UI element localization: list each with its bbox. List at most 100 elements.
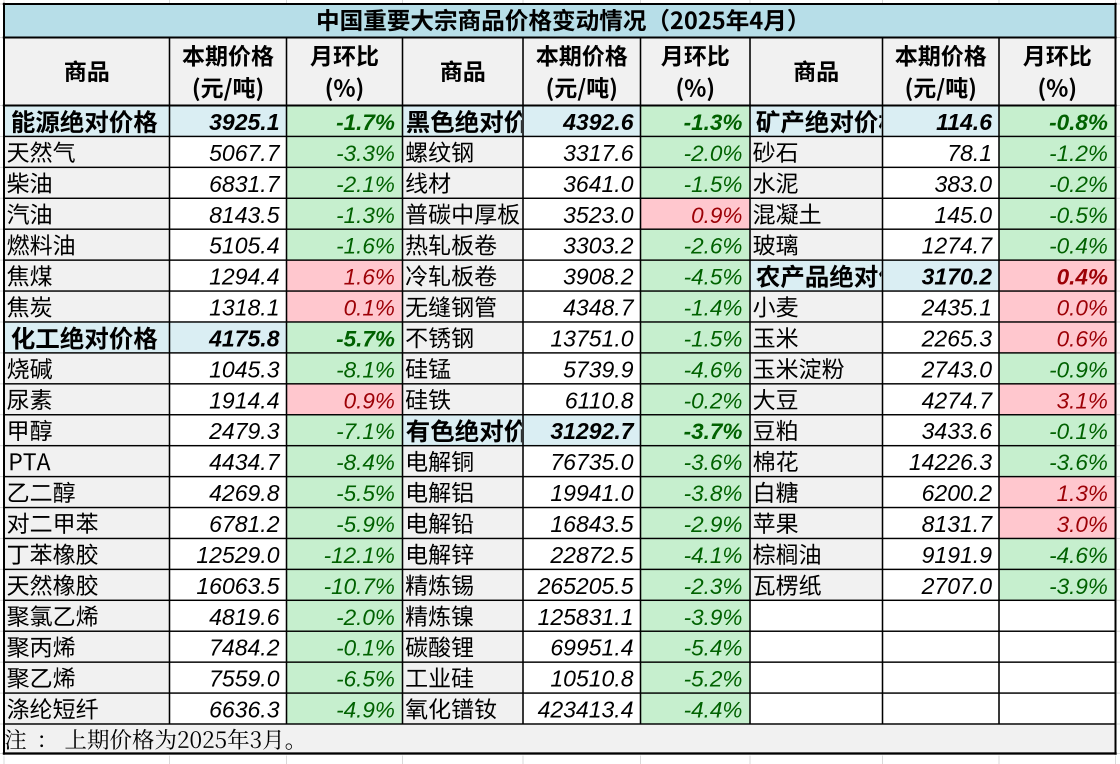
svg-text:13751.0: 13751.0 xyxy=(550,326,633,352)
svg-text:-4.9%: -4.9% xyxy=(336,698,395,723)
svg-text:-3.6%: -3.6% xyxy=(684,450,743,475)
svg-text:2743.0: 2743.0 xyxy=(921,356,993,382)
svg-text:-8.4%: -8.4% xyxy=(336,450,395,475)
svg-text:-0.5%: -0.5% xyxy=(1049,203,1108,228)
svg-text:-2.6%: -2.6% xyxy=(684,234,743,259)
svg-text:423413.4: 423413.4 xyxy=(538,697,634,723)
svg-text:-4.6%: -4.6% xyxy=(684,357,743,382)
svg-text:-2.0%: -2.0% xyxy=(336,605,395,630)
svg-text:5105.4: 5105.4 xyxy=(209,233,279,259)
svg-text:5739.9: 5739.9 xyxy=(563,356,634,382)
svg-text:0.6%: 0.6% xyxy=(1057,327,1108,352)
svg-text:-4.6%: -4.6% xyxy=(1049,543,1108,568)
svg-text:1294.4: 1294.4 xyxy=(209,264,279,290)
svg-text:19941.0: 19941.0 xyxy=(550,480,633,506)
svg-text:12529.0: 12529.0 xyxy=(196,542,279,568)
svg-text:8143.5: 8143.5 xyxy=(209,202,280,228)
svg-text:7559.0: 7559.0 xyxy=(209,666,280,692)
svg-text:-3.9%: -3.9% xyxy=(684,605,743,630)
svg-text:-3.6%: -3.6% xyxy=(1049,450,1108,475)
svg-text:-0.1%: -0.1% xyxy=(1049,419,1108,444)
svg-text:4819.6: 4819.6 xyxy=(209,604,280,630)
svg-text:-2.1%: -2.1% xyxy=(336,172,395,197)
svg-text:16843.5: 16843.5 xyxy=(550,511,633,537)
svg-text:3303.2: 3303.2 xyxy=(563,233,634,259)
svg-text:6200.2: 6200.2 xyxy=(922,480,993,506)
svg-text:-3.3%: -3.3% xyxy=(336,141,395,166)
svg-text:-3.8%: -3.8% xyxy=(684,481,743,506)
svg-text:383.0: 383.0 xyxy=(934,171,992,197)
svg-text:7484.2: 7484.2 xyxy=(209,635,280,661)
svg-text:-5.7%: -5.7% xyxy=(336,327,395,352)
svg-text:-4.1%: -4.1% xyxy=(684,543,743,568)
svg-text:4274.7: 4274.7 xyxy=(922,387,994,413)
svg-text:-12.1%: -12.1% xyxy=(324,543,395,568)
svg-text:-5.5%: -5.5% xyxy=(336,481,395,506)
svg-text:-2.3%: -2.3% xyxy=(684,574,743,599)
svg-text:-0.1%: -0.1% xyxy=(336,636,395,661)
svg-text:-8.1%: -8.1% xyxy=(336,357,395,382)
svg-text:265205.5: 265205.5 xyxy=(537,573,634,599)
svg-text:4269.8: 4269.8 xyxy=(209,480,280,506)
svg-text:3925.1: 3925.1 xyxy=(209,109,279,135)
svg-text:-0.9%: -0.9% xyxy=(1049,357,1108,382)
svg-text:-6.5%: -6.5% xyxy=(336,667,395,692)
svg-text:125831.1: 125831.1 xyxy=(538,604,634,630)
svg-text:-1.2%: -1.2% xyxy=(1049,141,1108,166)
svg-text:3523.0: 3523.0 xyxy=(563,202,634,228)
svg-text:3433.6: 3433.6 xyxy=(922,418,993,444)
svg-text:1045.3: 1045.3 xyxy=(209,356,280,382)
svg-text:0.4%: 0.4% xyxy=(1057,265,1108,290)
svg-text:4175.8: 4175.8 xyxy=(208,326,280,352)
svg-text:-1.6%: -1.6% xyxy=(336,234,395,259)
svg-text:114.6: 114.6 xyxy=(936,109,992,135)
svg-text:1318.1: 1318.1 xyxy=(209,295,279,321)
svg-text:4348.7: 4348.7 xyxy=(563,295,635,321)
svg-text:1.3%: 1.3% xyxy=(1057,481,1108,506)
svg-text:-4.5%: -4.5% xyxy=(684,265,743,290)
svg-text:31292.7: 31292.7 xyxy=(550,418,634,444)
svg-text:3317.6: 3317.6 xyxy=(563,140,634,166)
svg-text:-5.4%: -5.4% xyxy=(684,636,743,661)
svg-text:-10.7%: -10.7% xyxy=(324,574,395,599)
svg-text:-1.3%: -1.3% xyxy=(336,203,395,228)
svg-text:22872.5: 22872.5 xyxy=(549,542,633,568)
svg-text:145.0: 145.0 xyxy=(934,202,992,228)
svg-text:14226.3: 14226.3 xyxy=(909,449,992,475)
svg-text:6110.8: 6110.8 xyxy=(565,387,634,413)
svg-text:-1.4%: -1.4% xyxy=(684,296,743,321)
svg-text:4434.7: 4434.7 xyxy=(209,449,281,475)
svg-text:-0.4%: -0.4% xyxy=(1049,234,1108,259)
svg-text:76735.0: 76735.0 xyxy=(550,449,633,475)
svg-text:1274.7: 1274.7 xyxy=(922,233,994,259)
svg-text:3170.2: 3170.2 xyxy=(922,264,993,290)
svg-text:-1.5%: -1.5% xyxy=(684,327,743,352)
svg-text:-5.2%: -5.2% xyxy=(684,667,743,692)
svg-text:2435.1: 2435.1 xyxy=(921,295,992,321)
svg-text:-0.8%: -0.8% xyxy=(1049,110,1108,135)
svg-text:-5.9%: -5.9% xyxy=(336,512,395,537)
svg-text:-3.7%: -3.7% xyxy=(684,419,743,444)
svg-text:-7.1%: -7.1% xyxy=(336,419,395,444)
svg-text:78.1: 78.1 xyxy=(947,140,992,166)
svg-text:-2.0%: -2.0% xyxy=(684,141,743,166)
svg-text:6831.7: 6831.7 xyxy=(209,171,281,197)
svg-text:0.9%: 0.9% xyxy=(344,388,395,413)
svg-text:-4.4%: -4.4% xyxy=(684,698,743,723)
svg-text:-1.3%: -1.3% xyxy=(684,110,743,135)
svg-text:-0.2%: -0.2% xyxy=(1049,172,1108,197)
svg-text:2265.3: 2265.3 xyxy=(921,326,993,352)
svg-text:6781.2: 6781.2 xyxy=(209,511,280,537)
svg-text:-1.7%: -1.7% xyxy=(336,110,395,135)
svg-text:3.1%: 3.1% xyxy=(1057,388,1108,413)
svg-text:0.9%: 0.9% xyxy=(691,203,742,228)
svg-text:3.0%: 3.0% xyxy=(1057,512,1108,537)
svg-text:0.1%: 0.1% xyxy=(344,296,395,321)
svg-text:0.0%: 0.0% xyxy=(1057,296,1108,321)
svg-text:2479.3: 2479.3 xyxy=(208,418,280,444)
svg-text:-1.5%: -1.5% xyxy=(684,172,743,197)
svg-text:-0.2%: -0.2% xyxy=(684,388,743,413)
svg-text:-2.9%: -2.9% xyxy=(684,512,743,537)
svg-text:5067.7: 5067.7 xyxy=(209,140,281,166)
svg-text:1.6%: 1.6% xyxy=(344,265,395,290)
